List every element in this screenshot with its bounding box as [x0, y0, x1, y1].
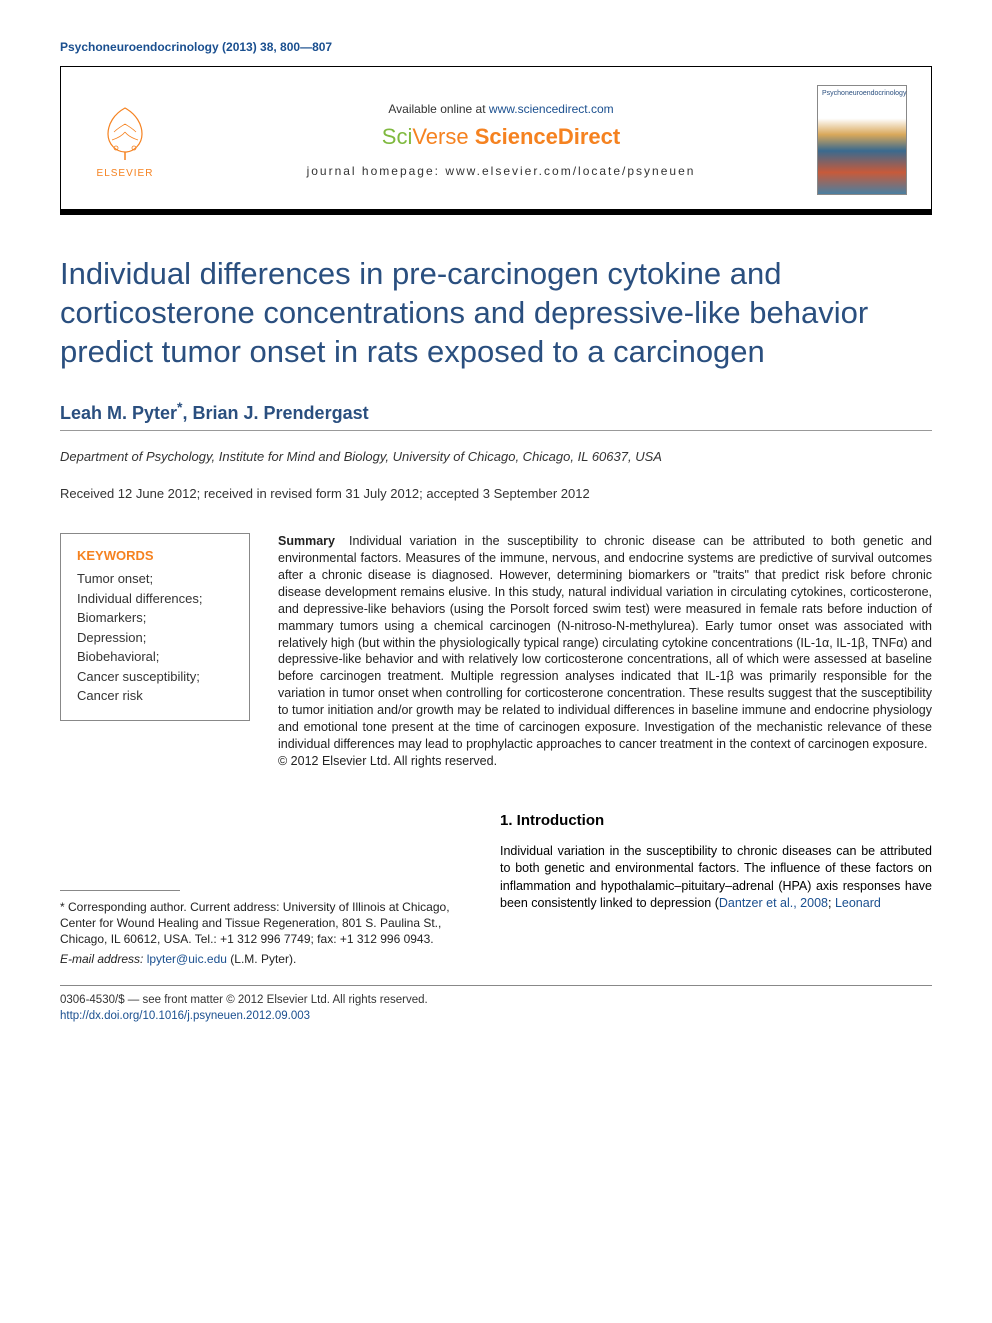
affiliation: Department of Psychology, Institute for … [60, 449, 932, 464]
summary-copyright: © 2012 Elsevier Ltd. All rights reserved… [278, 754, 497, 768]
homepage-prefix: journal homepage: [307, 164, 446, 178]
email-label: E-mail address: [60, 952, 147, 966]
header-center: Available online at www.sciencedirect.co… [185, 102, 817, 178]
summary-body: Individual variation in the susceptibili… [278, 534, 932, 751]
keywords-summary-row: KEYWORDS Tumor onset; Individual differe… [60, 533, 932, 769]
cover-journal-name: Psychoneuroendocrinology [822, 90, 906, 97]
intro-column: 1. Introduction Individual variation in … [500, 810, 932, 968]
author-1[interactable]: Leah M. Pyter [60, 403, 177, 423]
article-title: Individual differences in pre-carcinogen… [60, 255, 932, 371]
section-heading-intro: 1. Introduction [500, 810, 932, 831]
author-sep: , [183, 403, 193, 423]
journal-homepage: journal homepage: www.elsevier.com/locat… [185, 164, 817, 178]
header-citation: Psychoneuroendocrinology (2013) 38, 800—… [60, 40, 932, 54]
sciverse-sd: ScienceDirect [475, 124, 621, 149]
keyword-item: Depression; [77, 628, 233, 648]
keyword-item: Biomarkers; [77, 608, 233, 628]
intro-text-b: ; [828, 896, 835, 910]
elsevier-tree-icon [94, 102, 156, 164]
available-online: Available online at www.sciencedirect.co… [185, 102, 817, 116]
sciverse-sci: Sci [382, 124, 413, 149]
journal-cover-thumbnail[interactable]: Psychoneuroendocrinology [817, 85, 907, 195]
footnote-column: * Corresponding author. Current address:… [60, 810, 460, 968]
citation-link[interactable]: Dantzer et al., 2008 [719, 896, 828, 910]
author-2[interactable]: Brian J. Prendergast [193, 403, 369, 423]
keyword-item: Cancer risk [77, 686, 233, 706]
elsevier-logo[interactable]: ELSEVIER [85, 95, 165, 185]
keyword-item: Individual differences; [77, 589, 233, 609]
email-line: E-mail address: lpyter@uic.edu (L.M. Pyt… [60, 951, 460, 967]
keyword-item: Tumor onset; [77, 569, 233, 589]
sciverse-brand: SciVerse ScienceDirect [185, 124, 817, 150]
intro-paragraph: Individual variation in the susceptibili… [500, 843, 932, 913]
author-email-link[interactable]: lpyter@uic.edu [147, 952, 227, 966]
citation-link[interactable]: Leonard [835, 896, 881, 910]
author-rule [60, 430, 932, 431]
footer-front-matter: 0306-4530/$ — see front matter © 2012 El… [60, 992, 932, 1008]
footer-rule [60, 985, 932, 986]
summary-block: SummaryIndividual variation in the susce… [278, 533, 932, 769]
sciencedirect-link[interactable]: www.sciencedirect.com [489, 102, 614, 116]
keywords-title: KEYWORDS [77, 548, 233, 563]
elsevier-label: ELSEVIER [97, 168, 154, 179]
author-list: Leah M. Pyter*, Brian J. Prendergast [60, 399, 932, 424]
journal-header-frame: ELSEVIER Available online at www.science… [60, 66, 932, 215]
summary-label: Summary [278, 534, 335, 548]
doi-link[interactable]: http://dx.doi.org/10.1016/j.psyneuen.201… [60, 1010, 310, 1022]
footer-block: 0306-4530/$ — see front matter © 2012 El… [60, 992, 932, 1024]
email-suffix: (L.M. Pyter). [227, 952, 296, 966]
bottom-two-column: * Corresponding author. Current address:… [60, 810, 932, 968]
keyword-item: Biobehavioral; [77, 647, 233, 667]
available-prefix: Available online at [388, 102, 489, 116]
keywords-box: KEYWORDS Tumor onset; Individual differe… [60, 533, 250, 721]
keyword-item: Cancer susceptibility; [77, 667, 233, 687]
footnote-rule [60, 890, 180, 891]
sciverse-verse: Verse [412, 124, 474, 149]
article-dates: Received 12 June 2012; received in revis… [60, 486, 932, 501]
homepage-url[interactable]: www.elsevier.com/locate/psyneuen [445, 164, 695, 178]
corresponding-author-note: * Corresponding author. Current address:… [60, 899, 460, 948]
